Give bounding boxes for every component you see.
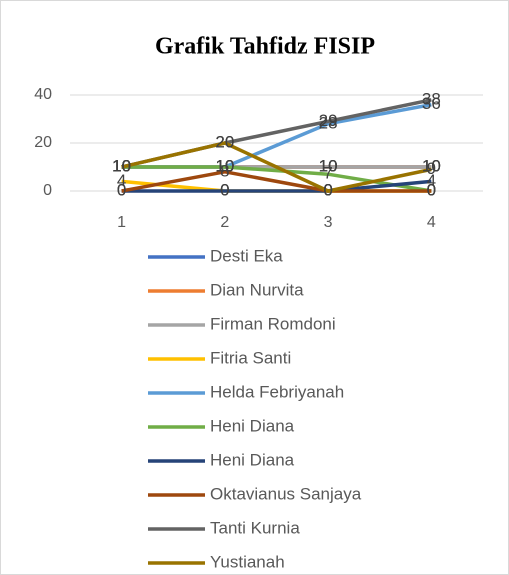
data-label: 29 xyxy=(319,111,338,130)
data-label: 4 xyxy=(117,171,126,190)
data-label: 0 xyxy=(220,180,229,199)
legend-label: Oktavianus Sanjaya xyxy=(210,484,362,503)
data-label: 20 xyxy=(215,132,234,151)
data-label: 8 xyxy=(220,161,229,180)
legend-label: Desti Eka xyxy=(210,246,283,265)
data-label: 0 xyxy=(220,180,229,199)
series-line xyxy=(121,141,432,193)
legend-label: Heni Diana xyxy=(210,450,295,469)
data-label: 10 xyxy=(215,156,234,175)
data-label: 10 xyxy=(112,156,131,175)
data-label: 0 xyxy=(117,180,126,199)
data-label: 10 xyxy=(112,156,131,175)
data-label: 10 xyxy=(422,156,441,175)
series-line xyxy=(121,179,432,193)
legend-label: Fitria Santi xyxy=(210,348,291,367)
data-label: 38 xyxy=(422,89,441,108)
chart-title: Grafik Tahfidz FISIP xyxy=(155,34,375,60)
data-label: 0 xyxy=(323,180,332,199)
data-label: 9 xyxy=(427,159,436,178)
data-label: 0 xyxy=(323,180,332,199)
x-tick-label: 1 xyxy=(117,214,126,231)
data-label: 10 xyxy=(215,156,234,175)
y-tick-label: 20 xyxy=(34,134,52,151)
data-label: 10 xyxy=(215,156,234,175)
legend-label: Dian Nurvita xyxy=(210,280,304,299)
legend-label: Helda Febriyanah xyxy=(210,382,344,401)
legend-label: Firman Romdoni xyxy=(210,314,336,333)
data-label: 10 xyxy=(112,156,131,175)
legend-label: Heni Diana xyxy=(210,416,295,435)
data-label: 10 xyxy=(319,156,338,175)
data-label: 10 xyxy=(215,156,234,175)
y-tick-label: 40 xyxy=(34,86,52,103)
data-label: 7 xyxy=(323,164,332,183)
data-label: 4 xyxy=(427,171,436,190)
data-label: 10 xyxy=(422,156,441,175)
data-label: 10 xyxy=(112,156,131,175)
data-label: 0 xyxy=(427,180,436,199)
data-label: 10 xyxy=(112,156,131,175)
data-label: 20 xyxy=(215,132,234,151)
legend-label: Yustianah xyxy=(210,552,285,571)
series-line xyxy=(121,165,432,193)
data-label: 10 xyxy=(319,156,338,175)
data-label: 10 xyxy=(112,156,131,175)
x-tick-label: 3 xyxy=(324,214,333,231)
data-label: 0 xyxy=(117,180,126,199)
data-label: 10 xyxy=(112,156,131,175)
series-line xyxy=(121,170,432,193)
data-label: 10 xyxy=(422,156,441,175)
x-tick-label: 2 xyxy=(220,214,229,231)
data-label: 0 xyxy=(323,180,332,199)
data-label: 10 xyxy=(319,156,338,175)
data-label: 0 xyxy=(323,180,332,199)
x-tick-label: 4 xyxy=(427,214,436,231)
data-label: 36 xyxy=(422,94,441,113)
y-tick-label: 0 xyxy=(43,182,52,199)
data-label: 10 xyxy=(215,156,234,175)
data-label: 0 xyxy=(427,180,436,199)
legend-label: Tanti Kurnia xyxy=(210,518,300,537)
data-label: 0 xyxy=(427,180,436,199)
data-label: 28 xyxy=(319,113,338,132)
